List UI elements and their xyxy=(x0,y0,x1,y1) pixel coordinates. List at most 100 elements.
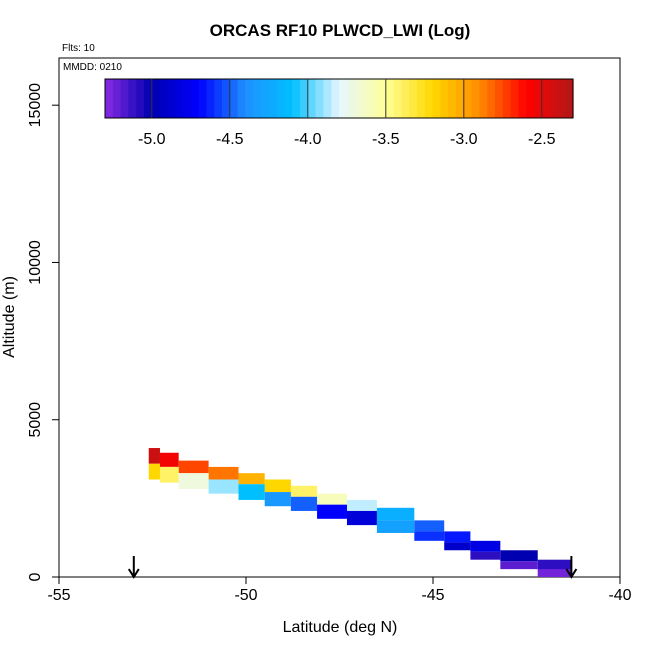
colorbar-swatch xyxy=(284,79,293,118)
colorbar-swatch xyxy=(206,79,215,118)
x-tick-label: -45 xyxy=(421,587,444,604)
colorbar-swatch xyxy=(144,79,153,118)
colorbar-swatch xyxy=(448,79,457,118)
x-axis-label: Latitude (deg N) xyxy=(283,619,398,636)
data-cell xyxy=(178,473,209,489)
colorbar-swatch xyxy=(362,79,371,118)
data-cell xyxy=(414,531,445,541)
colorbar-swatch xyxy=(463,79,473,118)
colorbar-swatch xyxy=(471,79,480,118)
colorbar-swatch xyxy=(565,79,574,118)
colorbar-swatch xyxy=(456,79,465,118)
colorbar-swatch xyxy=(346,79,356,118)
data-cell xyxy=(208,479,239,494)
y-tick-label: 5000 xyxy=(27,402,44,438)
data-cell xyxy=(317,504,347,519)
chart-title: ORCAS RF10 PLWCD_LWI (Log) xyxy=(210,21,471,40)
colorbar-swatch xyxy=(502,79,512,118)
colorbar-swatch xyxy=(105,79,114,118)
data-cell xyxy=(317,493,347,505)
colorbar-swatch xyxy=(151,79,161,118)
colorbar-swatch xyxy=(292,79,301,118)
colorbar-swatch xyxy=(487,79,496,118)
x-tick-label: -55 xyxy=(47,587,70,604)
data-cell xyxy=(470,551,501,560)
colorbar-swatch xyxy=(253,79,262,118)
data-cell xyxy=(208,466,239,480)
data-cell xyxy=(537,569,572,577)
colorbar-swatch xyxy=(323,79,332,118)
x-tick-label: -50 xyxy=(234,587,257,604)
colorbar-swatch xyxy=(378,79,387,118)
colorbar-swatch xyxy=(159,79,168,118)
colorbar-tick-label: -4.5 xyxy=(216,131,244,148)
colorbar-swatch xyxy=(331,79,340,118)
colorbar-swatch xyxy=(339,79,348,118)
colorbar-swatch xyxy=(393,79,402,118)
y-axis-label: Altitude (m) xyxy=(1,276,18,358)
colorbar-swatch xyxy=(268,79,278,118)
colorbar-tick-label: -5.0 xyxy=(138,131,166,148)
colorbar-swatch xyxy=(167,79,176,118)
data-cell xyxy=(414,520,445,532)
colorbar-swatch xyxy=(229,79,239,118)
colorbar-swatch xyxy=(510,79,519,118)
data-cell xyxy=(290,485,318,497)
data-cell xyxy=(500,561,538,570)
data-cell xyxy=(376,507,415,521)
data-cell xyxy=(376,520,415,533)
colorbar-swatch xyxy=(190,79,200,118)
colorbar-swatch xyxy=(409,79,418,118)
data-cell xyxy=(238,473,265,485)
data-cell xyxy=(290,496,318,511)
colorbar-swatch xyxy=(424,79,434,118)
colorbar-swatch xyxy=(432,79,441,118)
colorbar-swatch xyxy=(183,79,192,118)
y-tick-label: 0 xyxy=(27,572,44,581)
axes: -55 -50 -45 -40 0 5000 10000 15000 xyxy=(27,83,632,604)
data-cell xyxy=(264,479,291,493)
data-cell xyxy=(178,460,209,474)
colorbar-swatch xyxy=(370,79,379,118)
x-tick-label: -40 xyxy=(608,587,631,604)
colorbar: -5.0 -4.5 -4.0 -3.5 -3.0 -2.5 xyxy=(104,78,574,148)
colorbar-frame xyxy=(104,78,574,119)
colorbar-swatch xyxy=(300,79,309,118)
colorbar-swatch xyxy=(307,79,317,118)
plot-frame xyxy=(58,57,621,578)
data-cell xyxy=(444,531,471,543)
colorbar-swatch xyxy=(175,79,184,118)
data-cell xyxy=(500,550,538,562)
colorbar-swatch xyxy=(128,79,137,118)
colorbar-tick-label: -3.0 xyxy=(450,131,478,148)
data-cell xyxy=(159,466,179,483)
colorbar-swatch xyxy=(198,79,207,118)
colorbar-tick-label: -4.0 xyxy=(294,131,322,148)
data-cell xyxy=(346,499,377,511)
colorbar-swatch xyxy=(112,79,122,118)
colorbar-swatch xyxy=(136,79,145,118)
data-cells xyxy=(148,448,572,577)
colorbar-swatch xyxy=(549,79,558,118)
colorbar-swatch xyxy=(315,79,324,118)
colorbar-swatch xyxy=(120,79,129,118)
colorbar-swatch xyxy=(479,79,488,118)
colorbar-swatch xyxy=(541,79,551,118)
data-cell xyxy=(470,540,501,552)
data-cell xyxy=(148,463,160,480)
colorbar-swatch xyxy=(495,79,504,118)
colorbar-tick-label: -3.5 xyxy=(372,131,400,148)
flight-markers xyxy=(127,556,578,579)
flights-label: Flts: 10 xyxy=(62,43,95,54)
data-cell xyxy=(238,484,265,500)
date-label: MMDD: 0210 xyxy=(63,62,122,73)
colorbar-swatch xyxy=(417,79,426,118)
y-tick-label: 10000 xyxy=(27,240,44,285)
colorbar-tick-label: -2.5 xyxy=(528,131,556,148)
colorbar-swatch xyxy=(557,79,566,118)
data-cell xyxy=(537,559,572,571)
colorbar-swatch xyxy=(440,79,449,118)
data-cell xyxy=(264,492,291,507)
data-cell xyxy=(444,542,471,551)
